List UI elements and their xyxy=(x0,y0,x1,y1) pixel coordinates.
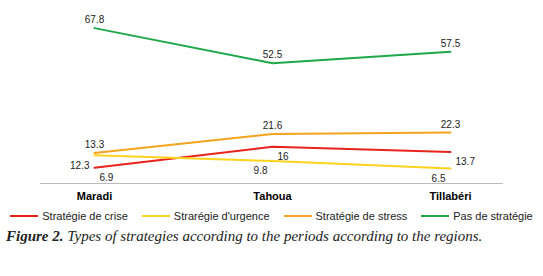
svg-text:Maradi: Maradi xyxy=(77,190,112,202)
svg-text:13.3: 13.3 xyxy=(85,139,105,150)
svg-text:52.5: 52.5 xyxy=(263,49,283,60)
svg-text:6.9: 6.9 xyxy=(100,172,114,183)
html-text:Stratégie de crise: Stratégie de crise xyxy=(42,210,128,222)
svg-text:22.3: 22.3 xyxy=(441,119,461,130)
html-text:Stratégie de stress: Stratégie de stress xyxy=(315,210,408,222)
svg-text:12.3: 12.3 xyxy=(70,160,90,171)
svg-text:16: 16 xyxy=(277,151,289,162)
svg-text:57.5: 57.5 xyxy=(441,38,461,49)
svg-text:9.8: 9.8 xyxy=(254,165,268,176)
html-text:Pas de stratégie: Pas de stratégie xyxy=(453,210,533,222)
html-text:Figure 2. Types of strategies: Figure 2. Types of strategies according … xyxy=(6,228,483,244)
svg-text:6.5: 6.5 xyxy=(432,173,446,184)
svg-text:Tillabéri: Tillabéri xyxy=(430,190,472,202)
svg-text:13.7: 13.7 xyxy=(456,156,476,167)
svg-text:21.6: 21.6 xyxy=(263,120,283,131)
svg-text:67.8: 67.8 xyxy=(85,14,105,25)
svg-text:Tahoua: Tahoua xyxy=(253,190,292,202)
html-text:Strarégie d'urgence: Strarégie d'urgence xyxy=(173,210,270,222)
